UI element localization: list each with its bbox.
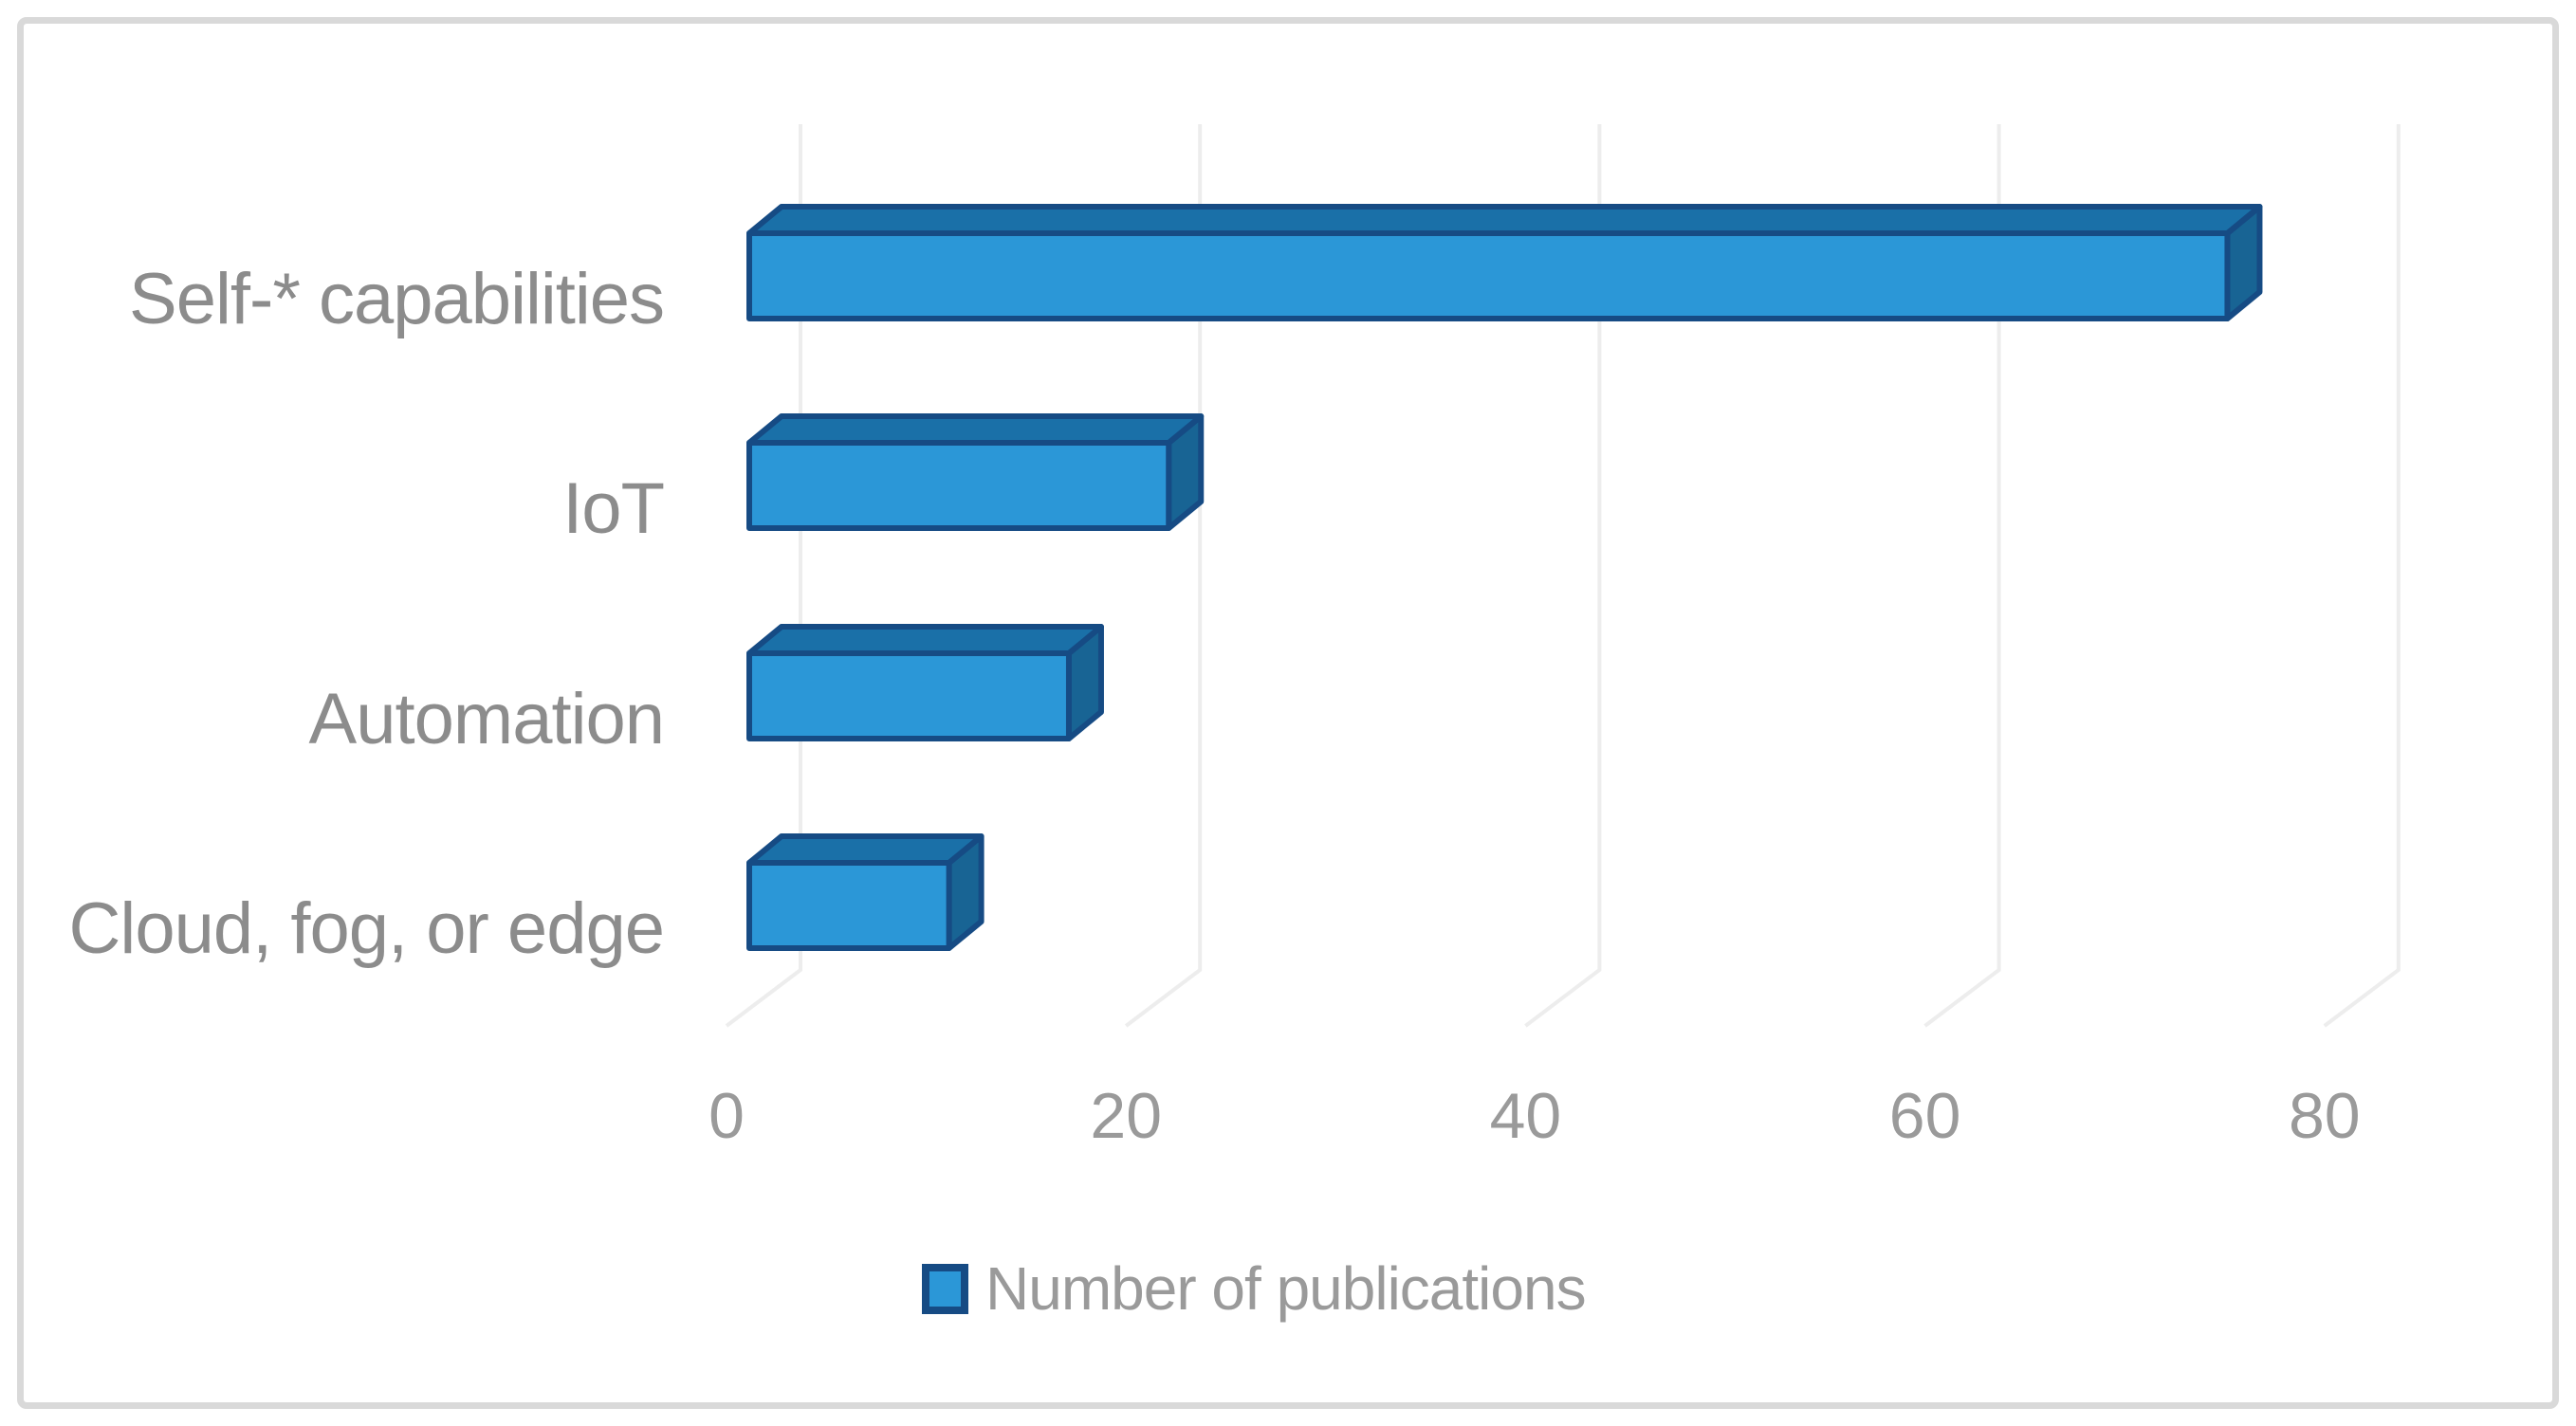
category-label: IoT [562,468,664,549]
gridline [1124,124,1203,1028]
bar [746,650,1072,741]
gridline [1524,124,1602,1028]
gridline [1923,124,2001,1028]
category-label: Self-* capabilities [129,259,664,339]
bar-top-face [746,833,984,866]
category-label: Automation [309,679,664,759]
gridline [2323,124,2401,1028]
x-tick-label: 40 [1490,1080,1562,1152]
legend-marker-icon [922,1263,968,1314]
x-tick-label: 0 [708,1080,745,1152]
bar [746,230,2231,321]
gridline [725,124,802,1028]
bar-top-face [746,413,1205,446]
legend: Number of publications [922,1253,1587,1324]
bar-top-face [746,624,1104,656]
x-tick-label: 80 [2289,1080,2361,1152]
legend-label: Number of publications [985,1254,1587,1323]
bar [746,440,1172,531]
bar [746,860,952,951]
x-tick-label: 60 [1889,1080,1961,1152]
x-tick-label: 20 [1090,1080,1162,1152]
bar-top-face [746,204,2263,236]
category-label: Cloud, fog, or edge [69,888,664,969]
